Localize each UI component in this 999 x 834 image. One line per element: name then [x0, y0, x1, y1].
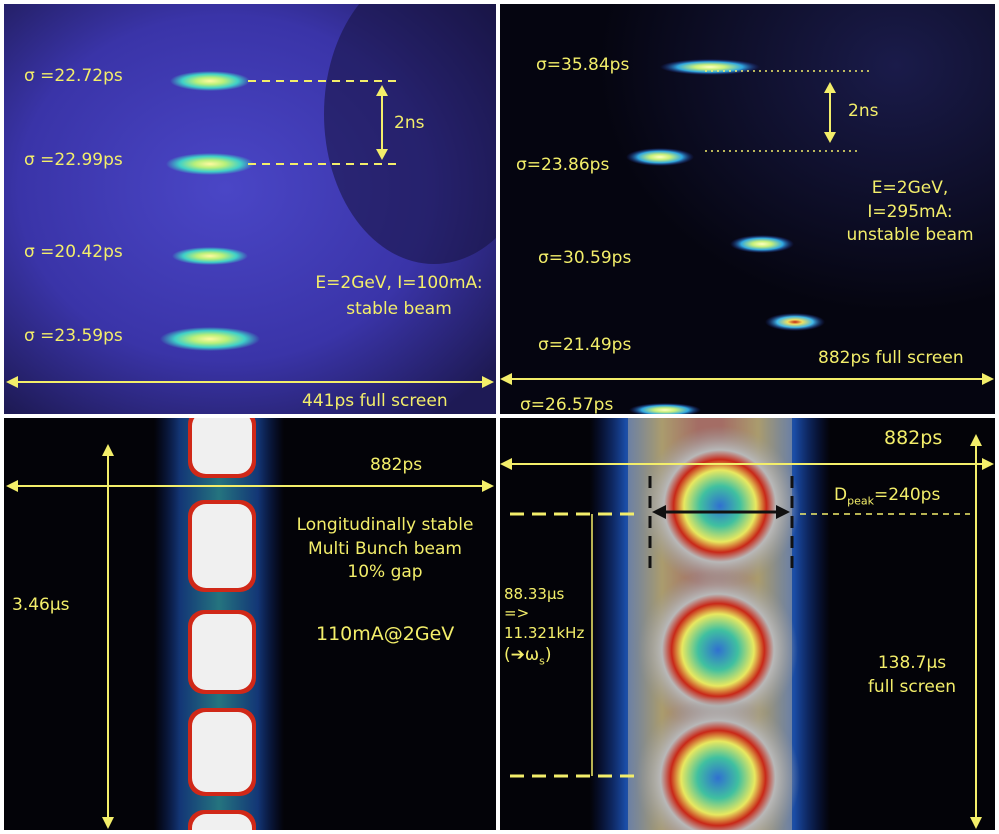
- panel-bottom-left: 882ps Longitudinally stable Multi Bunch …: [4, 418, 496, 830]
- period-label: 3.46µs: [12, 595, 70, 615]
- bunch: [660, 59, 760, 75]
- scale-label: 441ps full screen: [302, 391, 448, 411]
- spacing-label: 2ns: [394, 113, 425, 133]
- scale-label: 882ps full screen: [818, 348, 964, 368]
- bunch: [166, 153, 254, 175]
- sigma-label: σ =20.42ps: [24, 242, 123, 262]
- panel-top-left-image: [4, 4, 496, 414]
- panel-top-left: σ =22.72ps σ =22.99ps σ =20.42ps σ =23.5…: [4, 4, 496, 414]
- bunch: [629, 403, 701, 414]
- sigma-label: σ=23.86ps: [516, 155, 610, 175]
- panel-bottom-right-image: [500, 418, 995, 830]
- bunch: [638, 570, 798, 730]
- spacing-label: 2ns: [848, 101, 879, 121]
- bunch: [172, 247, 248, 265]
- sigma-label: σ =23.59ps: [24, 326, 123, 346]
- width-label: 882ps: [370, 455, 423, 475]
- dpeak-label: Dpeak=240ps: [834, 485, 941, 508]
- sigma-label: σ=30.59ps: [538, 248, 632, 268]
- beam-condition: E=2GeV, I=295mA: unstable beam: [846, 178, 974, 246]
- panel-top-right: σ=35.84ps σ=23.86ps σ=30.59ps σ=21.49ps …: [500, 4, 995, 414]
- beam-condition: E=2GeV, I=100mA: stable beam: [315, 273, 483, 319]
- full-screen-label: 138.7µs full screen: [867, 653, 957, 697]
- current-label: 110mA@2GeV: [316, 623, 455, 645]
- sigma-label: σ=35.84ps: [536, 55, 630, 75]
- sigma-label: σ =22.72ps: [24, 66, 123, 86]
- bunch-column: [188, 418, 256, 830]
- sigma-label: σ=26.57ps: [520, 395, 614, 414]
- bunch: [170, 71, 250, 91]
- bunch: [730, 235, 794, 253]
- bunch: [160, 327, 260, 351]
- bunch: [636, 696, 800, 830]
- sigma-label: σ =22.99ps: [24, 150, 123, 170]
- panel-top-right-image: [500, 4, 995, 414]
- bunch: [640, 426, 800, 586]
- panel-bottom-right: 882ps Dpeak=240ps 88.33µs => 11.321kHz (…: [500, 418, 995, 830]
- bunch: [626, 148, 694, 166]
- beam-description: Longitudinally stable Multi Bunch beam 1…: [296, 515, 474, 583]
- period-label: 88.33µs => 11.321kHz (➔ωs): [504, 585, 585, 668]
- bunch: [765, 313, 825, 331]
- panel-bottom-left-image: [4, 418, 496, 830]
- width-label: 882ps: [884, 427, 943, 449]
- sigma-label: σ=21.49ps: [538, 335, 632, 355]
